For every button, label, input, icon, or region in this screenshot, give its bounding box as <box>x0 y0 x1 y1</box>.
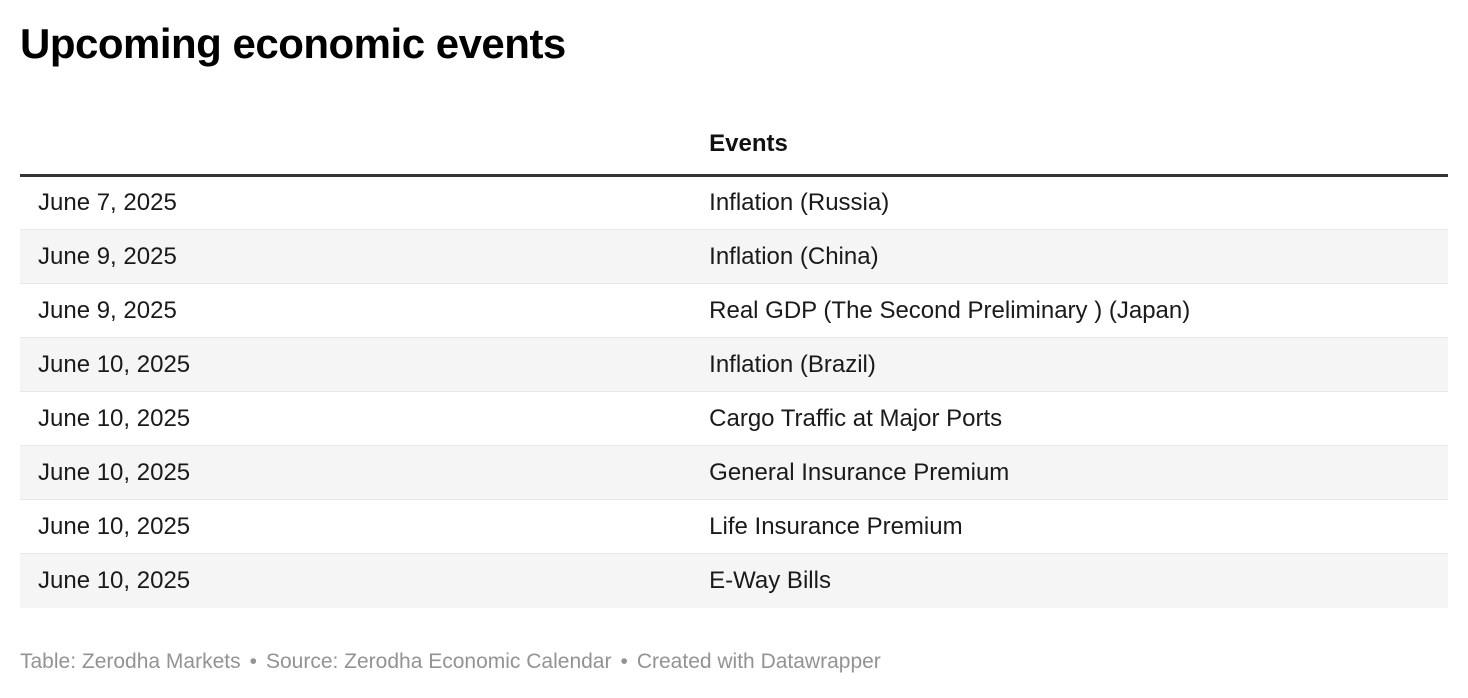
table-body: June 7, 2025 Inflation (Russia) June 9, … <box>20 176 1448 608</box>
footer-separator: • <box>620 649 628 673</box>
date-cell: June 10, 2025 <box>20 499 692 554</box>
event-cell: Real GDP (The Second Preliminary ) (Japa… <box>691 283 1448 338</box>
datawrapper-table-chart: Upcoming economic events Events June 7, … <box>20 20 1448 675</box>
table-row: June 10, 2025 General Insurance Premium <box>20 445 1448 500</box>
event-cell: E-Way Bills <box>691 553 1448 608</box>
table-row: June 10, 2025 E-Way Bills <box>20 553 1448 608</box>
event-cell: Life Insurance Premium <box>691 499 1448 554</box>
table-row: June 9, 2025 Inflation (China) <box>20 229 1448 284</box>
column-header-events: Events <box>691 92 1448 178</box>
table-row: June 10, 2025 Cargo Traffic at Major Por… <box>20 391 1448 446</box>
date-cell: June 10, 2025 <box>20 445 692 500</box>
event-cell: Inflation (China) <box>691 229 1448 284</box>
date-cell: June 9, 2025 <box>20 229 692 284</box>
event-cell: General Insurance Premium <box>691 445 1448 500</box>
event-cell: Inflation (Brazil) <box>691 337 1448 392</box>
event-cell: Inflation (Russia) <box>709 189 890 217</box>
table-header: Events <box>20 92 1448 178</box>
table-row: June 10, 2025 Inflation (Brazil) <box>20 337 1448 392</box>
table-credit: Table: Zerodha Markets <box>20 649 241 673</box>
page-title: Upcoming economic events <box>20 20 566 67</box>
source-credit[interactable]: Source: Zerodha Economic Calendar <box>265 649 612 673</box>
table-row: June 7, 2025 Inflation (Russia) <box>20 176 1448 230</box>
attribution-footer: Table: Zerodha Markets • Source: Zerodha E… <box>20 648 1448 675</box>
events-table: Events June 7, 2025 Inflation (Russia) J… <box>20 92 1448 608</box>
column-header-date <box>20 92 692 178</box>
date-cell: June 7, 2025 <box>38 189 177 217</box>
date-cell: June 9, 2025 <box>20 283 692 338</box>
footer-separator: • <box>249 649 257 673</box>
date-cell: June 10, 2025 <box>20 337 692 392</box>
table-row: June 9, 2025 Real GDP (The Second Prelim… <box>20 283 1448 338</box>
table-row: June 10, 2025 Life Insurance Premium <box>20 499 1448 554</box>
event-cell: Cargo Traffic at Major Ports <box>691 391 1448 446</box>
datawrapper-credit[interactable]: Created with Datawrapper <box>636 649 881 673</box>
date-cell: June 10, 2025 <box>20 553 692 608</box>
date-cell: June 10, 2025 <box>20 391 692 446</box>
